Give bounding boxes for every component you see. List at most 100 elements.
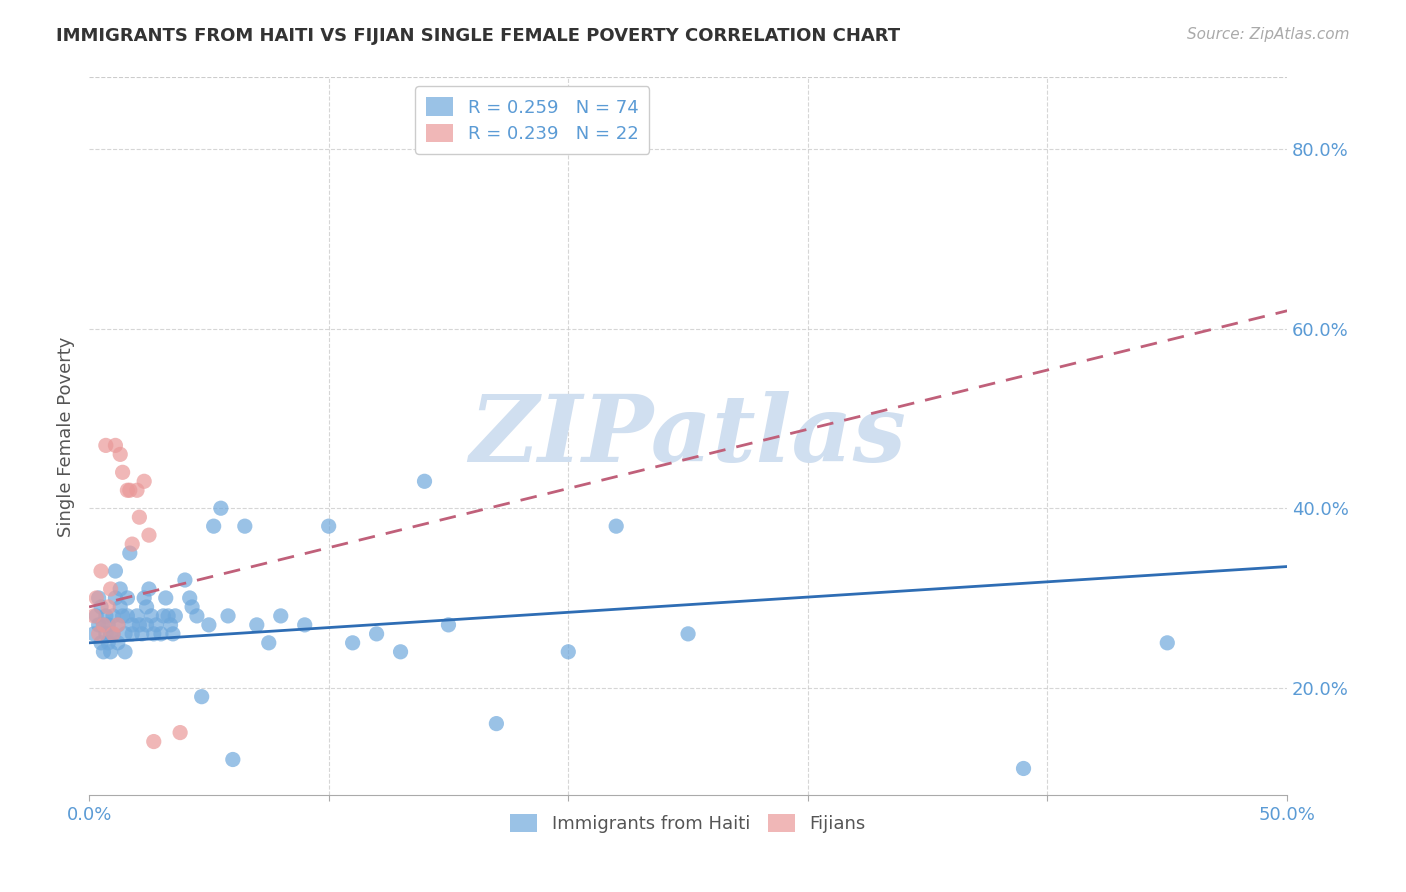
Point xyxy=(90,636,112,650)
Point xyxy=(100,582,122,596)
Point xyxy=(190,690,212,704)
Point xyxy=(97,599,120,614)
Point xyxy=(121,618,143,632)
Point xyxy=(142,734,165,748)
Point xyxy=(142,627,165,641)
Point xyxy=(110,447,132,461)
Point xyxy=(94,608,117,623)
Point xyxy=(1156,636,1178,650)
Point xyxy=(222,752,245,766)
Point xyxy=(118,483,141,498)
Point xyxy=(128,618,150,632)
Point xyxy=(134,591,156,605)
Point xyxy=(121,627,143,641)
Point xyxy=(217,608,239,623)
Point xyxy=(104,591,127,605)
Point xyxy=(413,475,436,489)
Point xyxy=(165,608,187,623)
Point xyxy=(149,627,172,641)
Point xyxy=(101,608,124,623)
Point xyxy=(366,627,388,641)
Text: IMMIGRANTS FROM HAITI VS FIJIAN SINGLE FEMALE POVERTY CORRELATION CHART: IMMIGRANTS FROM HAITI VS FIJIAN SINGLE F… xyxy=(56,27,900,45)
Point xyxy=(94,438,117,452)
Point xyxy=(557,645,579,659)
Point xyxy=(101,627,124,641)
Point xyxy=(186,608,208,623)
Point xyxy=(162,627,184,641)
Point xyxy=(138,582,160,596)
Y-axis label: Single Female Poverty: Single Female Poverty xyxy=(58,336,75,537)
Point xyxy=(90,599,112,614)
Legend: Immigrants from Haiti, Fijians: Immigrants from Haiti, Fijians xyxy=(499,803,877,844)
Point xyxy=(131,627,153,641)
Point xyxy=(155,591,177,605)
Text: Source: ZipAtlas.com: Source: ZipAtlas.com xyxy=(1187,27,1350,42)
Point xyxy=(202,519,225,533)
Point xyxy=(159,618,181,632)
Point xyxy=(84,608,107,623)
Point xyxy=(605,519,627,533)
Point xyxy=(135,599,157,614)
Point xyxy=(198,618,221,632)
Point xyxy=(97,636,120,650)
Point xyxy=(125,608,148,623)
Point xyxy=(117,608,139,623)
Point xyxy=(1012,762,1035,776)
Point xyxy=(134,475,156,489)
Point xyxy=(93,645,115,659)
Point xyxy=(100,627,122,641)
Point xyxy=(87,618,110,632)
Point xyxy=(125,483,148,498)
Point xyxy=(114,645,136,659)
Point xyxy=(174,573,197,587)
Point xyxy=(111,466,134,480)
Point xyxy=(209,501,232,516)
Point xyxy=(179,591,201,605)
Point xyxy=(141,608,163,623)
Text: ZIPatlas: ZIPatlas xyxy=(470,392,907,482)
Point xyxy=(114,627,136,641)
Point xyxy=(270,608,292,623)
Point xyxy=(257,636,280,650)
Point xyxy=(83,627,105,641)
Point xyxy=(318,519,340,533)
Point xyxy=(676,627,699,641)
Point xyxy=(117,591,139,605)
Point xyxy=(246,618,269,632)
Point xyxy=(389,645,412,659)
Point xyxy=(138,528,160,542)
Point xyxy=(437,618,460,632)
Point xyxy=(110,582,132,596)
Point xyxy=(93,618,115,632)
Point xyxy=(121,537,143,551)
Point xyxy=(107,618,129,632)
Point xyxy=(485,716,508,731)
Point xyxy=(93,618,115,632)
Point xyxy=(145,618,167,632)
Point xyxy=(83,608,105,623)
Point xyxy=(294,618,316,632)
Point xyxy=(90,564,112,578)
Point xyxy=(87,591,110,605)
Point xyxy=(181,599,204,614)
Point xyxy=(118,546,141,560)
Point xyxy=(94,627,117,641)
Point xyxy=(104,564,127,578)
Point xyxy=(104,438,127,452)
Point xyxy=(101,627,124,641)
Point xyxy=(111,608,134,623)
Point xyxy=(152,608,174,623)
Point xyxy=(97,618,120,632)
Point xyxy=(169,725,191,739)
Point xyxy=(128,510,150,524)
Point xyxy=(84,591,107,605)
Point xyxy=(117,483,139,498)
Point xyxy=(100,645,122,659)
Point xyxy=(342,636,364,650)
Point xyxy=(107,636,129,650)
Point xyxy=(157,608,180,623)
Point xyxy=(87,627,110,641)
Point xyxy=(135,618,157,632)
Point xyxy=(110,599,132,614)
Point xyxy=(107,618,129,632)
